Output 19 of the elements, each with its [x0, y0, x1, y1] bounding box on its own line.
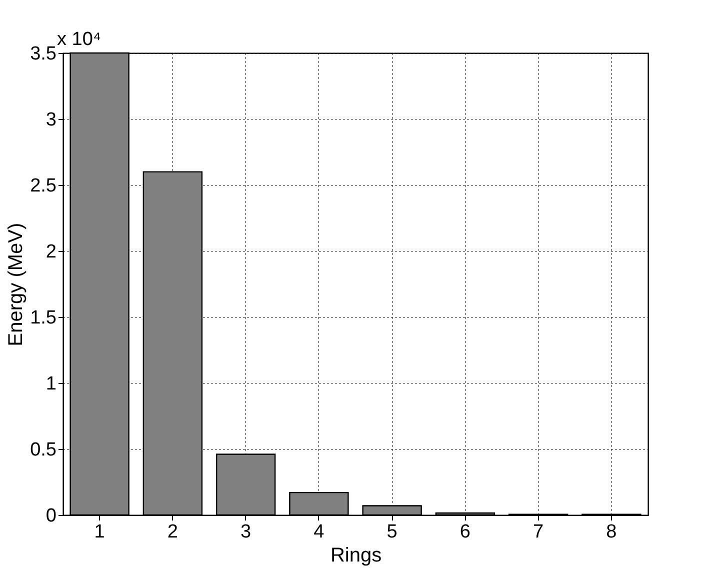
y-tick-label: 0: [46, 506, 56, 526]
x-tick-label: 7: [533, 522, 544, 542]
x-tick-label: 4: [314, 522, 325, 542]
x-tick-label: 5: [386, 522, 398, 542]
y-tick-label: 1: [46, 374, 56, 394]
y-tick-label: 3.5: [30, 44, 56, 64]
x-tick-label: 2: [167, 522, 178, 542]
y-tick-label: 2: [46, 242, 56, 262]
y-tick-label: 2.5: [30, 176, 56, 196]
y-tick-label: 3: [46, 110, 56, 130]
y-axis-title: Energy (MeV): [5, 222, 28, 346]
x-tick-label: 1: [94, 522, 105, 542]
y-tick-label: 0.5: [30, 440, 56, 460]
y-tick-label: 1.5: [30, 308, 56, 328]
x-tick-label: 3: [240, 522, 252, 542]
text: x 10⁴: [57, 29, 102, 50]
x-tick-label: 6: [460, 522, 470, 542]
x-axis-title: Rings: [330, 544, 382, 566]
x-tick-label: 8: [606, 522, 617, 542]
